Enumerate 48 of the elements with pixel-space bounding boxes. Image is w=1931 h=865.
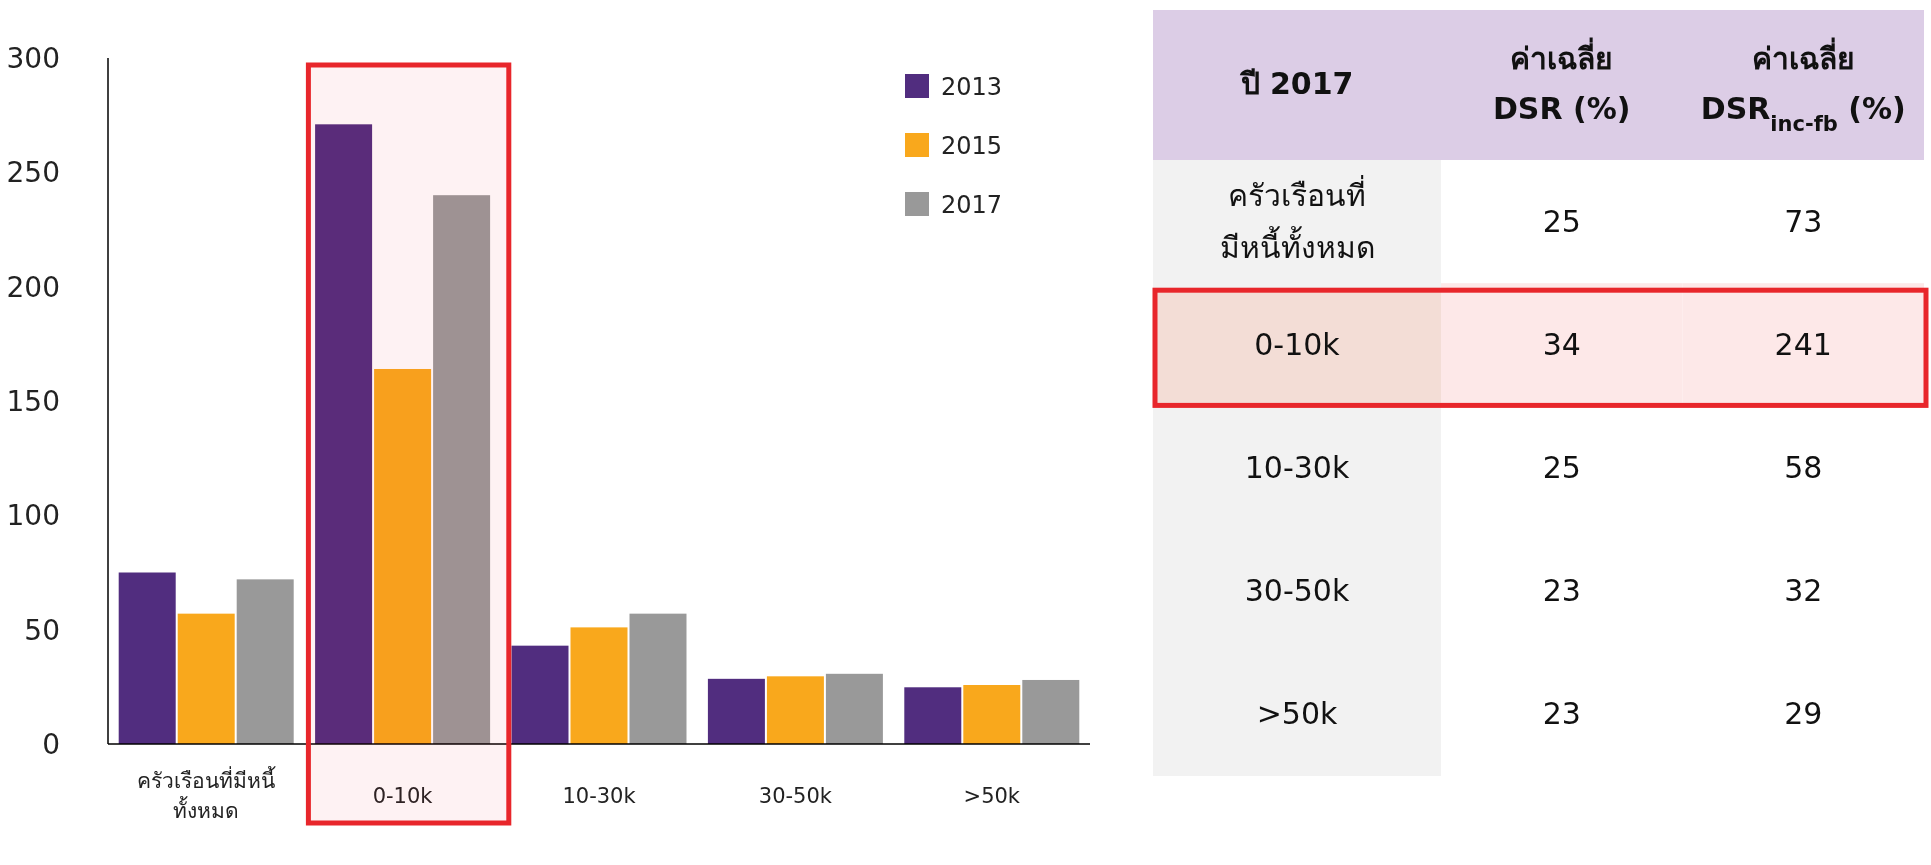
x-tick-label: 10-30k: [562, 784, 637, 808]
x-tick-label: 0-10k: [372, 784, 434, 808]
legend-label: 2013: [941, 73, 1003, 101]
bar: [118, 572, 176, 744]
data-label: 23: [1542, 696, 1581, 732]
y-tick-label: 300: [6, 42, 60, 75]
y-tick-label: 0: [42, 728, 60, 761]
data-label: 241: [1774, 326, 1832, 362]
data-label: 73: [1784, 203, 1823, 239]
y-tick-label: ครัวเรือนที่ มีหนี้ทั้งหมด: [1219, 174, 1375, 265]
chart-title: ปี 2017: [1238, 66, 1354, 101]
data-label: 34: [1542, 326, 1581, 362]
x-tick-label: ค่าเฉลี่ย DSR$_{inc-fb}$ (%): [1700, 37, 1906, 136]
bar: [1022, 679, 1080, 744]
bar: [511, 645, 569, 744]
y-tick-label: 10-30k: [1244, 450, 1350, 485]
data-label: 25: [1542, 203, 1581, 239]
legend-label: 2017: [941, 191, 1003, 219]
data-label: 29: [1784, 696, 1823, 732]
bar: [236, 579, 294, 744]
y-tick-label: 150: [6, 385, 60, 418]
data-label: 25: [1542, 450, 1581, 485]
y-tick-label: 200: [6, 270, 60, 304]
bar: [177, 613, 235, 744]
data-label: 23: [1542, 573, 1581, 609]
bar: [766, 676, 824, 744]
data-label: 32: [1784, 573, 1823, 609]
legend-label: 2015: [941, 132, 1003, 160]
bar: [904, 687, 962, 744]
x-tick-label: ครัวเรือนที่มีหนี้ ทั้งหมด: [137, 766, 277, 823]
bar: [707, 678, 765, 744]
bar: [570, 627, 628, 744]
y-tick-label: 0-10k: [1254, 326, 1341, 362]
bar: [629, 613, 687, 744]
x-tick-label: ค่าเฉลี่ย DSR (%): [1492, 37, 1631, 126]
bar: [963, 685, 1021, 744]
x-tick-label: 30-50k: [758, 784, 833, 808]
y-tick-label: 250: [6, 156, 60, 190]
y-tick-label: 100: [6, 499, 60, 533]
x-tick-label: >50k: [963, 784, 1021, 808]
y-tick-label: 50: [24, 613, 60, 647]
bar: [374, 368, 432, 744]
y-tick-label: 30-50k: [1244, 573, 1350, 609]
data-label: 58: [1784, 450, 1823, 485]
bar: [433, 195, 491, 744]
bar: [825, 673, 883, 744]
y-tick-label: >50k: [1256, 696, 1338, 732]
bar: [315, 124, 373, 744]
